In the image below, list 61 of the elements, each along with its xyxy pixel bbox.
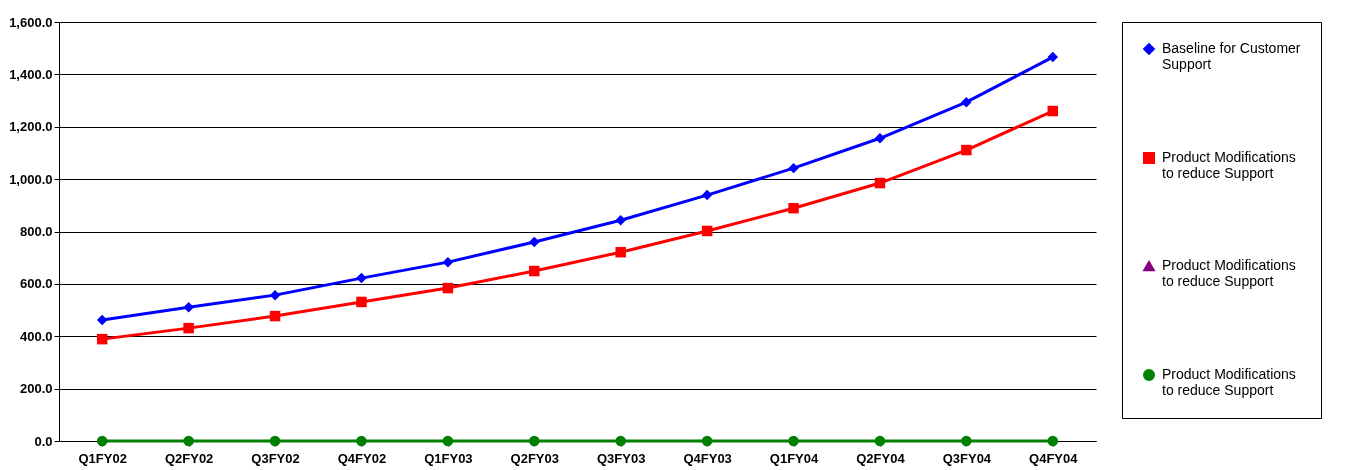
point: [529, 435, 540, 447]
point: [442, 282, 454, 294]
point: [701, 189, 713, 201]
point: [1047, 435, 1059, 447]
point: [1047, 51, 1059, 63]
point: [874, 435, 886, 447]
point: [615, 215, 626, 226]
x-tick-label: Q3FY02: [251, 450, 300, 466]
y-tick-label: 0.0: [34, 433, 53, 449]
x-tick-label: Q3FY04: [942, 450, 992, 466]
point: [788, 162, 799, 174]
point: [96, 333, 108, 345]
point: [1047, 105, 1059, 117]
point: [874, 177, 886, 189]
x-tick-label: Q4FY04: [1029, 450, 1079, 466]
point: [701, 435, 713, 447]
x-tick-label: Q2FY03: [510, 450, 559, 466]
x-tick-label: Q2FY04: [856, 450, 906, 466]
point: [442, 435, 454, 447]
x-tick-label: Q1FY04: [769, 450, 820, 466]
point: [183, 435, 194, 447]
x-tick-label: Q4FY03: [683, 450, 732, 466]
point: [183, 322, 194, 334]
point: [615, 435, 626, 447]
y-tick-label: 1,600.0: [9, 14, 53, 30]
legend-label: Product Modifications to reduce Support: [1162, 257, 1296, 289]
y-tick-label: 400.0: [19, 328, 53, 344]
point: [961, 96, 972, 108]
y-tick-label: 1,200.0: [9, 119, 53, 135]
point: [961, 144, 972, 156]
point: [442, 256, 454, 268]
point: [961, 435, 972, 447]
point: [529, 236, 540, 248]
y-tick-label: 600.0: [19, 276, 53, 292]
point: [183, 301, 194, 313]
x-tick-label: Q1FY03: [424, 450, 473, 466]
point: [356, 272, 367, 284]
point: [529, 265, 540, 277]
point: [701, 225, 713, 237]
y-tick-label: 1,000.0: [9, 171, 53, 187]
x-tick-label: Q3FY03: [597, 450, 646, 466]
y-tick-label: 200.0: [19, 381, 53, 397]
point: [96, 314, 108, 326]
x-tick-label: Q4FY02: [337, 450, 387, 466]
point: [269, 289, 281, 301]
legend-label: Product Modifications to reduce Support: [1162, 366, 1296, 398]
legend-label: Baseline for Customer Support: [1162, 40, 1301, 72]
point: [356, 435, 367, 447]
point: [269, 435, 281, 447]
point: [788, 435, 799, 447]
point: [788, 202, 799, 214]
point: [615, 246, 626, 258]
y-tick-label: 1,400.0: [9, 66, 53, 82]
point: [96, 435, 108, 447]
x-tick-label: Q1FY02: [78, 450, 127, 466]
point: [269, 310, 281, 322]
x-tick-label: Q2FY02: [164, 450, 214, 466]
point: [356, 296, 367, 308]
legend-label: Product Modifications to reduce Support: [1162, 149, 1296, 181]
y-tick-label: 800.0: [19, 224, 53, 239]
point: [874, 133, 886, 144]
